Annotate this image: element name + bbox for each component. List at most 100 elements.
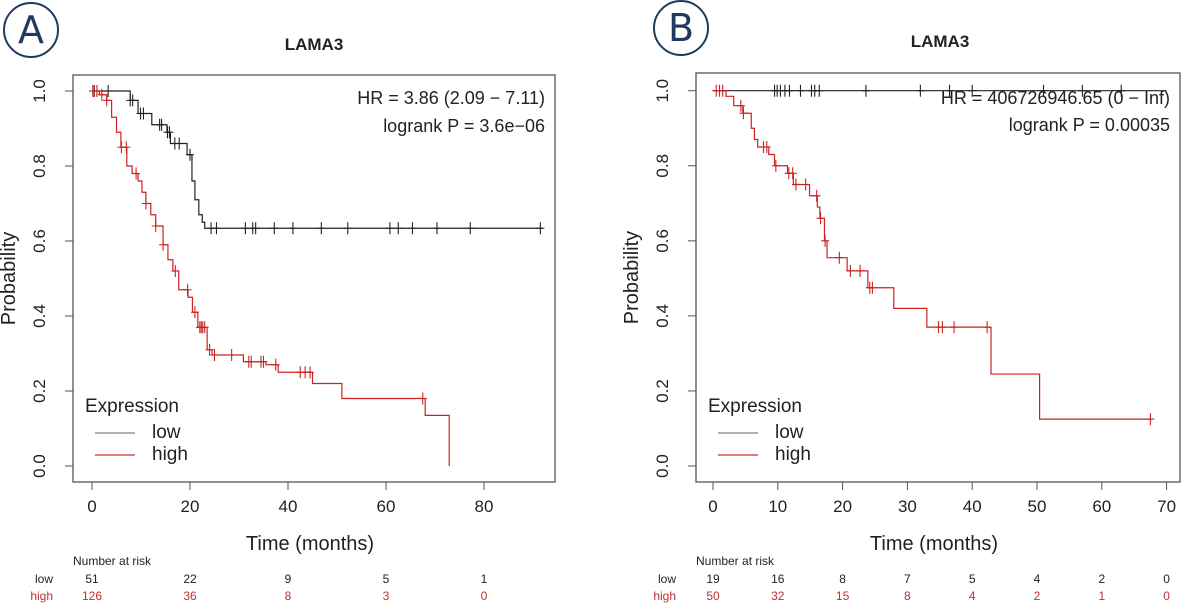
- censor-mark-high: [846, 264, 855, 277]
- risk-table-title: Number at risk: [696, 554, 775, 568]
- y-tick-label: 0.2: [653, 379, 672, 403]
- x-tick-label: 10: [768, 497, 787, 516]
- censor-mark-low: [385, 222, 394, 235]
- x-axis-label: Time (months): [246, 533, 374, 555]
- panel-label: B: [668, 6, 694, 50]
- censor-mark-high: [1146, 413, 1155, 426]
- risk-value-low: 1: [481, 572, 488, 586]
- censor-mark-low: [251, 222, 260, 235]
- censor-mark-high: [271, 358, 280, 371]
- censor-mark-high: [190, 306, 199, 319]
- censor-mark-high: [151, 220, 160, 232]
- x-tick-label: 70: [1157, 497, 1176, 516]
- risk-value-low: 4: [1034, 572, 1041, 586]
- x-tick-label: 60: [1092, 497, 1111, 516]
- x-tick-label: 30: [898, 497, 917, 516]
- y-tick-label: 0.4: [653, 304, 672, 328]
- y-tick-label: 1.0: [653, 79, 672, 103]
- censor-mark-high: [259, 355, 268, 368]
- censor-mark-low: [432, 222, 441, 235]
- censor-mark-low: [317, 222, 326, 235]
- hazard-ratio-text: HR = 406726946.65 (0 − Inf): [941, 88, 1170, 108]
- risk-value-high: 0: [1163, 589, 1170, 603]
- risk-value-high: 126: [82, 589, 102, 603]
- y-tick-label: 1.0: [30, 79, 49, 103]
- censor-mark-high: [856, 264, 865, 277]
- censor-mark-low: [916, 84, 925, 97]
- censor-mark-low: [175, 137, 184, 150]
- risk-value-high: 36: [183, 589, 197, 603]
- censor-mark-low: [165, 126, 174, 139]
- censor-mark-high: [92, 85, 101, 97]
- censor-mark-high: [739, 107, 748, 120]
- survival-curve-high: [92, 90, 450, 466]
- x-tick-label: 20: [181, 497, 200, 516]
- risk-value-low: 51: [85, 572, 99, 586]
- legend-label-high: high: [775, 444, 811, 465]
- censor-mark-high: [227, 349, 236, 361]
- censor-mark-high: [200, 321, 209, 334]
- censor-mark-high: [159, 238, 168, 251]
- censor-mark-high: [141, 197, 150, 210]
- survival-curve-low: [92, 90, 543, 229]
- risk-value-low: 5: [969, 572, 976, 586]
- survival-curve-high: [713, 90, 1153, 420]
- censor-mark-low: [536, 222, 545, 235]
- censor-mark-high: [950, 321, 959, 334]
- censor-mark-high: [102, 94, 111, 107]
- y-tick-label: 0.8: [30, 154, 49, 178]
- risk-row-label-low: low: [658, 572, 676, 586]
- risk-value-low: 0: [1163, 572, 1170, 586]
- x-axis-label: Time (months): [870, 533, 998, 555]
- risk-value-high: 0: [481, 589, 488, 603]
- censor-mark-low: [945, 84, 954, 97]
- risk-value-low: 5: [383, 572, 390, 586]
- y-tick-label: 0.6: [30, 229, 49, 253]
- risk-value-high: 3: [383, 589, 390, 603]
- chart-title: LAMA3: [911, 32, 970, 51]
- y-tick-label: 0.6: [653, 229, 672, 253]
- censor-mark-high: [122, 141, 131, 154]
- censor-mark-high: [97, 88, 106, 101]
- risk-row-label-high: high: [30, 589, 53, 603]
- censor-mark-high: [791, 178, 800, 191]
- legend-label-low: low: [775, 422, 804, 443]
- y-tick-label: 0.0: [653, 454, 672, 478]
- risk-value-high: 15: [836, 589, 850, 603]
- censor-mark-low: [157, 118, 166, 131]
- y-tick-label: 0.0: [30, 454, 49, 478]
- legend-title: Expression: [708, 396, 802, 417]
- panel-label-circle: [653, 0, 709, 56]
- y-tick-label: 0.2: [30, 379, 49, 403]
- censor-mark-low: [785, 84, 794, 97]
- panel-label-circle: [3, 2, 59, 58]
- risk-value-low: 7: [904, 572, 911, 586]
- censor-mark-low: [288, 222, 297, 235]
- x-tick-label: 50: [1028, 497, 1047, 516]
- risk-value-high: 32: [771, 589, 785, 603]
- censor-mark-low: [186, 148, 194, 161]
- censor-mark-high: [418, 392, 427, 405]
- legend-label-low: low: [152, 422, 181, 443]
- censor-mark-low: [139, 107, 148, 120]
- censor-mark-high: [771, 159, 780, 172]
- censor-mark-high: [718, 84, 727, 97]
- censor-mark-high: [868, 281, 877, 294]
- censor-mark-high: [762, 140, 771, 153]
- risk-row-label-high: high: [653, 589, 676, 603]
- censor-mark-high: [183, 283, 192, 296]
- censor-mark-low: [104, 85, 113, 97]
- censor-mark-low: [466, 222, 475, 235]
- censor-mark-low: [270, 222, 279, 235]
- censor-mark-low: [343, 222, 352, 235]
- censor-mark-high: [816, 212, 825, 225]
- censor-mark-low: [796, 84, 805, 97]
- risk-value-low: 9: [285, 572, 292, 586]
- risk-value-low: 2: [1098, 572, 1105, 586]
- censor-mark-low: [1039, 84, 1048, 97]
- censor-mark-high: [801, 178, 810, 191]
- legend-title: Expression: [85, 396, 179, 417]
- x-tick-label: 60: [377, 497, 396, 516]
